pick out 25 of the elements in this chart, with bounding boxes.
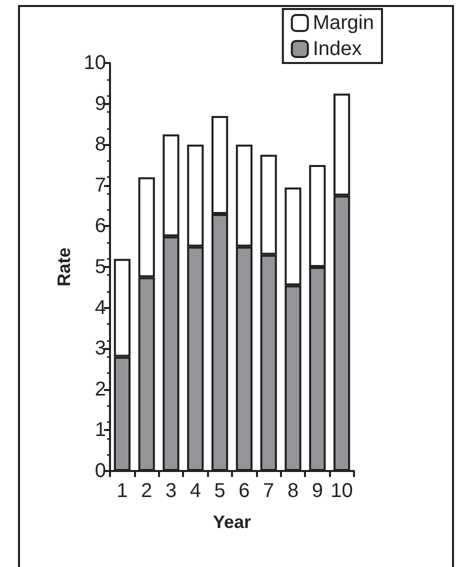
y-tick-label: 7 — [94, 174, 106, 196]
x-tick-label: 5 — [214, 480, 226, 502]
y-tick-label: 5 — [94, 256, 106, 278]
x-tick-label: 8 — [287, 480, 299, 502]
x-tick-label: 9 — [312, 480, 323, 502]
y-axis-title: Rate — [54, 247, 74, 287]
x-tick-label: 10 — [330, 480, 353, 502]
x-tick-label: 6 — [238, 480, 250, 502]
x-tick-label: 7 — [263, 480, 274, 502]
legend-label: Margin — [312, 12, 374, 34]
y-tick-label: 4 — [94, 296, 106, 319]
y-tick-label: 8 — [94, 134, 106, 156]
y-tick-label: 9 — [94, 92, 106, 115]
x-axis-title: Year — [212, 512, 252, 532]
x-tick-label: 4 — [190, 480, 201, 502]
x-tick-label: 1 — [116, 480, 128, 502]
x-tick-label: 3 — [165, 480, 177, 502]
y-tick-label: 6 — [94, 215, 106, 238]
legend-label: Index — [312, 38, 362, 60]
y-tick-label: 0 — [94, 460, 106, 482]
y-tick-label: 2 — [94, 378, 106, 400]
y-tick-label: 10 — [84, 52, 106, 74]
y-tick-label: 1 — [94, 419, 106, 442]
y-tick-label: 3 — [94, 338, 106, 360]
x-tick-label: 2 — [141, 480, 152, 502]
